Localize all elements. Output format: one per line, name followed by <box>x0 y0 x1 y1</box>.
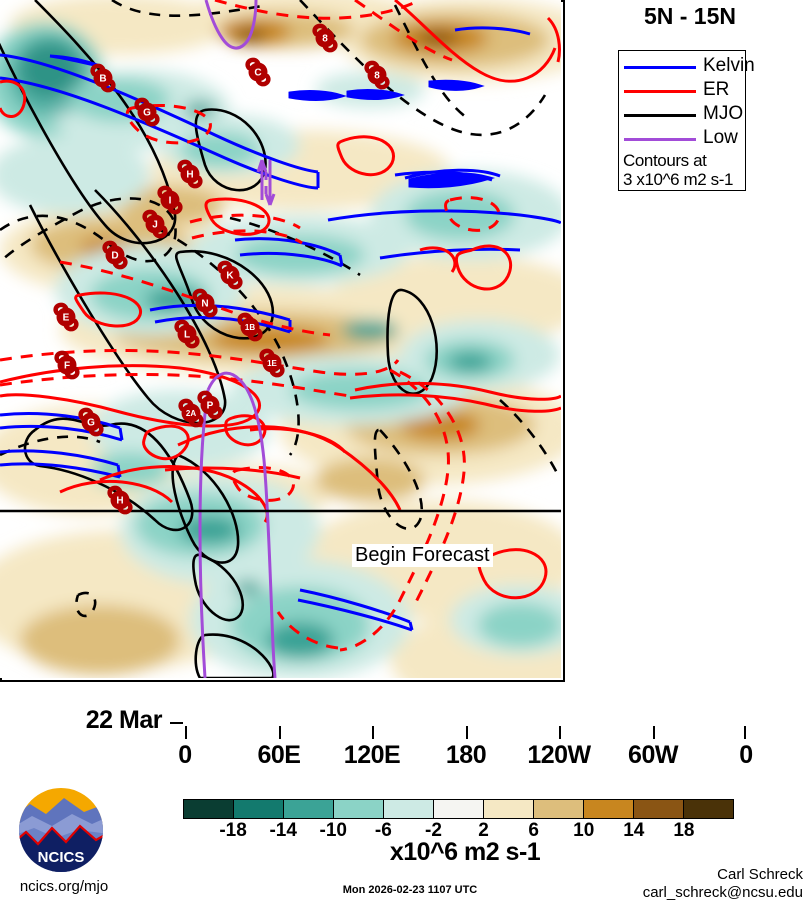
svg-text:P: P <box>207 401 214 412</box>
svg-text:C: C <box>254 68 261 79</box>
x-axis-label: 0 <box>739 741 753 769</box>
colorbar-band <box>684 800 733 818</box>
legend-label: ER <box>703 79 730 100</box>
colorbar-band <box>384 800 434 818</box>
hovmoller-plot-area[interactable]: B G C 8 8 H I J D K N E 1B L F 1E P 2A G… <box>0 0 565 682</box>
colorbar-tick-label: -2 <box>425 820 442 841</box>
x-axis-tick <box>744 726 746 739</box>
svg-text:I: I <box>169 196 172 207</box>
svg-text:N: N <box>201 299 208 310</box>
svg-text:H: H <box>116 496 123 507</box>
colorbar-band <box>334 800 384 818</box>
x-axis: 0 60E 120E 180 120W 60W 0 <box>178 726 753 772</box>
x-axis-tick <box>185 726 187 739</box>
colorbar-tick-label: 6 <box>528 820 539 841</box>
colorbar-band <box>584 800 634 818</box>
x-axis-label: 0 <box>178 741 192 769</box>
colorbar-tick-label: -14 <box>269 820 297 841</box>
colorbar-tick-label: -6 <box>374 820 392 841</box>
svg-text:B: B <box>99 74 106 85</box>
svg-text:8: 8 <box>374 71 380 82</box>
legend-item-mjo: MJO <box>619 103 745 127</box>
y-axis-label: 22 Mar <box>85 706 163 734</box>
x-axis-label: 60E <box>257 741 301 769</box>
colorbar-band <box>434 800 484 818</box>
colorbar <box>183 799 734 819</box>
contour-legend: Kelvin ER MJO Low Contours at 3 x10^6 m2 s-1 <box>618 50 755 191</box>
svg-text:K: K <box>226 271 234 282</box>
colorbar-tick-label: 14 <box>623 820 645 841</box>
colorbar-units-label: x10^6 m2 s-1 <box>389 838 541 866</box>
colorbar-tick-label: -18 <box>219 820 247 841</box>
colorbar-band <box>284 800 334 818</box>
x-axis-tick <box>653 726 655 739</box>
svg-text:8: 8 <box>322 34 328 45</box>
svg-text:G: G <box>143 108 151 119</box>
colorbar-band <box>484 800 534 818</box>
svg-text:E: E <box>63 313 70 324</box>
legend-note-line2: 3 x10^6 m2 s-1 <box>623 170 734 189</box>
x-axis-label: 120E <box>343 741 401 769</box>
x-axis-label: 60W <box>628 741 678 769</box>
legend-label: MJO <box>703 103 744 124</box>
legend-item-er: ER <box>619 79 745 103</box>
colorbar-band <box>534 800 584 818</box>
logo-text: NCICS <box>38 849 85 866</box>
x-axis-tick <box>466 726 468 739</box>
x-axis-tick <box>372 726 374 739</box>
legend-item-low: Low <box>619 127 745 151</box>
legend-swatch <box>624 66 696 69</box>
begin-forecast-label: Begin Forecast <box>352 544 493 567</box>
svg-text:J: J <box>152 220 158 231</box>
author-name: Carl Schreck <box>717 866 803 883</box>
x-axis-tick <box>279 726 281 739</box>
legend-swatch <box>624 90 696 93</box>
timestamp: Mon 2026-02-23 1107 UTC <box>342 884 478 896</box>
colorbar-tick-label: 10 <box>573 820 595 841</box>
colorbar-band <box>234 800 284 818</box>
colorbar-band <box>184 800 234 818</box>
svg-text:H: H <box>186 170 193 181</box>
legend-swatch <box>624 138 696 141</box>
legend-item-kelvin: Kelvin <box>619 55 755 79</box>
svg-text:L: L <box>184 330 190 341</box>
svg-text:1B: 1B <box>245 323 255 332</box>
colorbar-tick-label: 18 <box>673 820 695 841</box>
legend-swatch <box>624 114 696 117</box>
legend-label: Kelvin <box>703 55 755 76</box>
colorbar-tick-label: -10 <box>319 820 347 841</box>
svg-text:1E: 1E <box>267 359 277 368</box>
x-axis-tick <box>559 726 561 739</box>
svg-text:D: D <box>111 251 118 262</box>
legend-note-line1: Contours at <box>623 151 707 170</box>
svg-text:G: G <box>87 418 95 429</box>
svg-text:F: F <box>64 361 70 372</box>
x-axis-label: 120W <box>527 741 591 769</box>
ncics-url[interactable]: ncics.org/mjo <box>19 878 109 895</box>
legend-label: Low <box>703 127 738 148</box>
colorbar-tick-label: 2 <box>478 820 489 841</box>
y-axis-tick <box>170 722 183 724</box>
author-email[interactable]: carl_schreck@ncsu.edu <box>642 884 803 901</box>
ncics-logo: NCICS <box>19 788 103 872</box>
svg-text:2A: 2A <box>186 409 196 418</box>
colorbar-band <box>634 800 684 818</box>
x-axis-label: 180 <box>445 741 487 769</box>
latitude-range-label: 5N - 15N <box>643 3 737 29</box>
